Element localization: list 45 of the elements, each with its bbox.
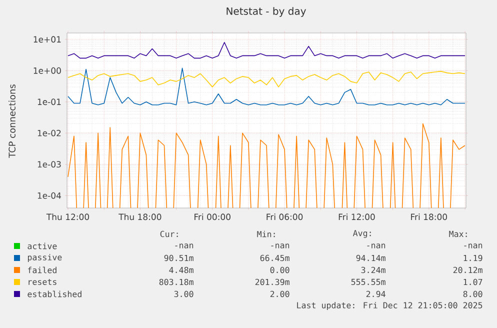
text: 803.18m <box>159 278 194 286</box>
text: Avg: <box>352 230 371 238</box>
text: 2.00 <box>270 290 290 298</box>
text: Min: <box>257 230 275 238</box>
text: -nan <box>464 244 482 248</box>
x-tick-label: Fri 06:00 <box>266 214 303 220</box>
text: Last update: Fri Dec 12 21:05:00 2025 <box>297 302 482 310</box>
text: 8.00 <box>463 290 482 298</box>
text: 2.94 <box>366 290 386 298</box>
y-tick-label: 1e+00 <box>34 67 61 74</box>
line-series <box>68 70 466 88</box>
y-tick-label: 1e-04 <box>38 192 61 199</box>
text: 0.00 <box>270 266 290 274</box>
text: 3.00 <box>174 290 194 298</box>
legend-label: active <box>28 242 57 250</box>
y-axis-title: TCP connections <box>8 84 16 158</box>
y-tick-label: 1e+01 <box>34 36 61 43</box>
x-tick-label: Thu 18:00 <box>118 214 162 220</box>
text: -nan <box>271 244 290 248</box>
y-tick-label: 1e-03 <box>38 161 61 168</box>
text: Max: <box>449 230 467 238</box>
chart-title: Netstat - by day <box>226 7 306 17</box>
x-tick-label: Thu 12:00 <box>46 214 90 220</box>
y-tick-label: 1e-01 <box>38 98 61 106</box>
x-tick-label: Fri 12:00 <box>338 214 375 220</box>
text: 90.51m <box>164 254 194 262</box>
x-tick-label: Fri 00:00 <box>194 214 230 220</box>
text: 94.14m <box>356 254 386 262</box>
text: 555.55m <box>351 278 386 286</box>
x-tick-label: Fri 18:00 <box>411 214 447 220</box>
y-tick-label: 1e-02 <box>38 130 61 136</box>
legend-label: passive <box>28 254 62 262</box>
text: -nan <box>175 244 194 248</box>
text: 201.39m <box>255 278 290 286</box>
text: 1.07 <box>464 278 482 286</box>
text: 66.45m <box>260 254 290 262</box>
legend-label: failed <box>28 266 56 274</box>
text: 20.12m <box>453 266 482 274</box>
text: 1.19 <box>464 254 482 262</box>
text: 3.24m <box>361 266 386 274</box>
text: 4.48m <box>169 266 194 274</box>
legend-label: established <box>28 290 82 298</box>
text: -nan <box>367 244 386 248</box>
text: Cur: <box>160 230 178 238</box>
legend-label: resets <box>28 279 56 285</box>
